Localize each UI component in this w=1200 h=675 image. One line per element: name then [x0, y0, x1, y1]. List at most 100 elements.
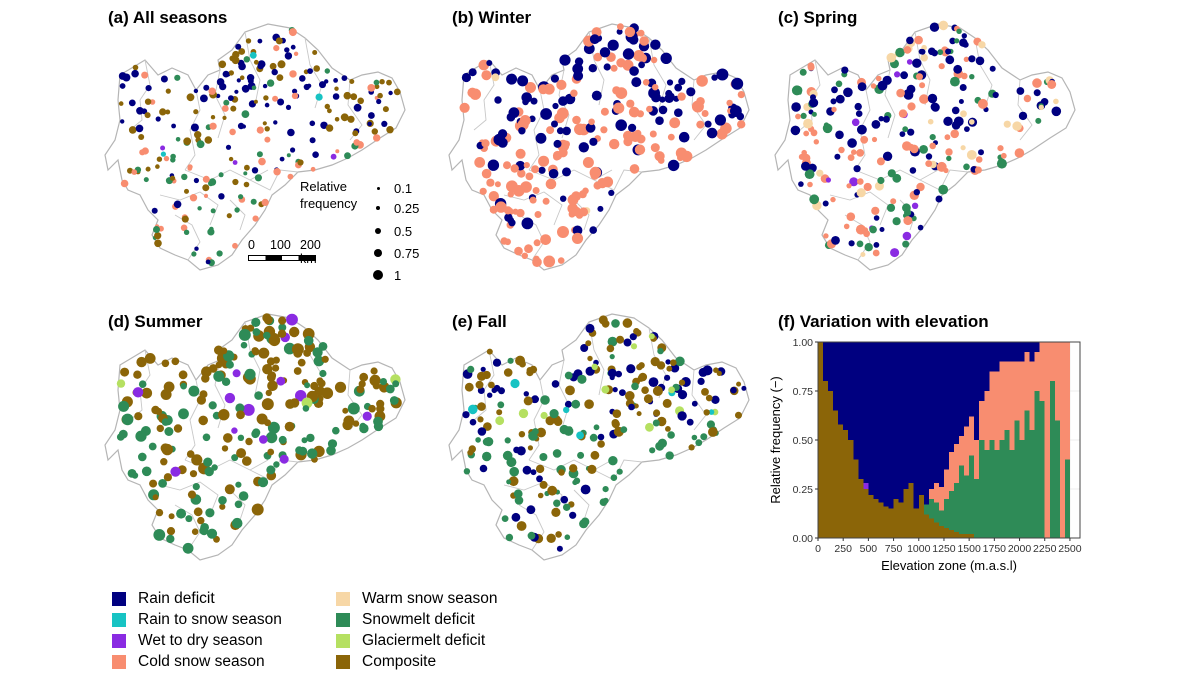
- station-point: [678, 77, 686, 85]
- station-point: [382, 106, 389, 113]
- region-border: [528, 459, 613, 471]
- station-point: [236, 410, 245, 420]
- station-point: [945, 55, 955, 65]
- station-point: [960, 145, 966, 151]
- legend-item-snowmelt: Snowmelt deficit: [336, 611, 475, 629]
- station-point: [646, 105, 653, 113]
- bar-segment-snowmelt-deficit: [1019, 440, 1025, 538]
- bar-segment-snowmelt-deficit: [1039, 400, 1045, 538]
- station-point: [612, 387, 618, 393]
- station-point: [556, 127, 564, 135]
- station-point: [500, 237, 508, 245]
- station-point: [978, 149, 984, 156]
- station-point: [589, 166, 602, 179]
- station-point: [307, 448, 318, 459]
- station-point: [279, 454, 289, 464]
- station-point: [564, 371, 573, 380]
- station-point: [156, 424, 164, 433]
- panel-b-title: (b) Winter: [452, 8, 532, 27]
- bar-segment-cold-snow-season: [928, 489, 934, 499]
- station-point: [856, 240, 864, 248]
- station-point: [667, 431, 675, 439]
- bar-segment-composite: [888, 508, 894, 538]
- bar-segment-composite: [868, 494, 874, 538]
- station-point: [493, 133, 506, 146]
- station-point: [706, 127, 718, 139]
- station-point: [557, 226, 569, 238]
- station-point: [309, 137, 316, 144]
- bar-segment-composite: [818, 342, 824, 538]
- bar-segment-rain-deficit: [828, 342, 834, 391]
- station-point: [657, 438, 667, 448]
- station-point: [701, 388, 709, 396]
- station-point: [665, 426, 671, 432]
- station-point: [141, 466, 152, 477]
- station-point: [608, 368, 617, 378]
- station-point: [590, 450, 600, 460]
- bar-segment-cold-snow-season: [1064, 342, 1070, 460]
- station-point: [834, 153, 841, 160]
- region-border: [229, 489, 246, 521]
- region-border: [829, 191, 889, 226]
- station-point: [200, 94, 208, 103]
- station-point: [307, 68, 313, 74]
- station-point: [643, 394, 653, 404]
- station-point: [638, 61, 645, 69]
- station-point: [674, 108, 683, 117]
- station-point: [118, 400, 130, 412]
- station-point: [545, 416, 555, 426]
- station-point: [801, 149, 807, 156]
- station-point: [315, 93, 323, 101]
- station-point: [864, 243, 873, 252]
- station-point: [267, 448, 275, 456]
- station-point: [841, 66, 849, 74]
- station-point: [545, 178, 557, 190]
- station-point: [231, 56, 240, 65]
- station-point: [615, 370, 622, 378]
- station-point: [467, 365, 475, 373]
- swatch: [112, 613, 126, 627]
- bar-segment-cold-snow-season: [1049, 342, 1055, 382]
- station-point: [650, 143, 660, 153]
- bar-segment-cold-snow-season: [999, 361, 1005, 440]
- bar-segment-composite: [898, 502, 904, 538]
- station-point: [697, 377, 705, 385]
- bar-segment-cold-snow-season: [938, 487, 944, 511]
- station-point: [950, 129, 959, 139]
- station-point: [205, 259, 211, 265]
- region-border: [914, 31, 931, 106]
- station-point: [655, 116, 664, 125]
- station-point: [589, 226, 597, 234]
- station-point: [631, 77, 642, 88]
- station-point: [626, 99, 635, 108]
- station-point: [554, 112, 565, 124]
- station-point: [962, 41, 969, 48]
- bar-segment-rain-deficit: [999, 342, 1005, 362]
- bar-segment-snowmelt-deficit: [954, 483, 960, 533]
- station-point: [600, 107, 609, 116]
- station-point: [946, 155, 952, 162]
- station-point: [497, 401, 505, 409]
- region-border: [573, 489, 590, 521]
- station-point: [477, 416, 484, 423]
- station-point: [176, 508, 187, 519]
- station-point: [653, 409, 661, 417]
- station-point: [367, 121, 372, 127]
- station-point: [491, 73, 500, 82]
- station-point: [276, 74, 284, 81]
- bar-segment-rain-deficit: [838, 342, 844, 425]
- station-point: [522, 465, 532, 475]
- station-point: [531, 395, 539, 404]
- station-point: [165, 109, 171, 115]
- station-point: [675, 147, 687, 159]
- station-point: [691, 100, 704, 113]
- station-point: [609, 374, 615, 381]
- bar-segment-composite: [949, 530, 955, 538]
- station-point: [686, 87, 696, 97]
- map-spring: [774, 20, 1076, 271]
- region-border: [919, 169, 969, 191]
- station-point: [969, 74, 975, 80]
- station-point: [873, 242, 880, 248]
- station-point: [938, 20, 949, 31]
- station-point: [228, 70, 234, 76]
